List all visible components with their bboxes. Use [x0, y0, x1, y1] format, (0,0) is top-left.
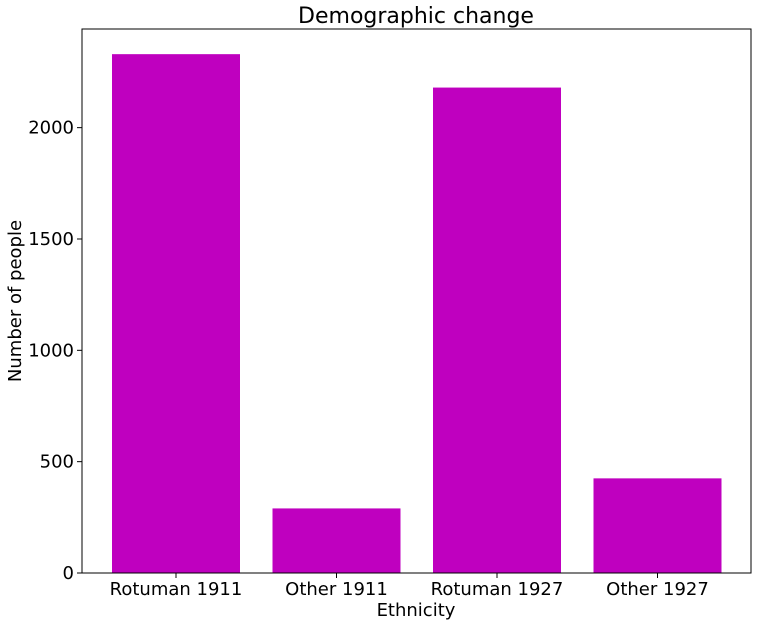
y-axis-title: Number of people	[5, 220, 26, 382]
y-tick-label-1: 500	[40, 452, 74, 473]
bars	[112, 54, 722, 574]
x-tick-label-3: Other 1927	[606, 579, 709, 600]
bar-3	[593, 478, 722, 573]
x-tick-label-2: Rotuman 1927	[431, 579, 564, 600]
bar-2	[433, 87, 561, 574]
y-tick-label-3: 1500	[28, 229, 74, 250]
chart-title: Demographic change	[298, 4, 534, 29]
y-axis: 0 500 1000 1500 2000	[28, 118, 82, 584]
x-axis-title: Ethnicity	[377, 600, 456, 621]
plot-frame	[81, 28, 752, 574]
x-tick-label-0: Rotuman 1911	[110, 579, 243, 600]
x-tick-label-1: Other 1911	[285, 579, 388, 600]
y-tick-label-4: 2000	[28, 118, 74, 139]
y-tick-label-2: 1000	[28, 340, 74, 361]
bar-0	[112, 54, 240, 574]
y-tick-label-0: 0	[63, 563, 74, 584]
bar-1	[272, 508, 401, 573]
x-axis: Rotuman 1911 Other 1911 Rotuman 1927 Other …	[110, 573, 709, 600]
